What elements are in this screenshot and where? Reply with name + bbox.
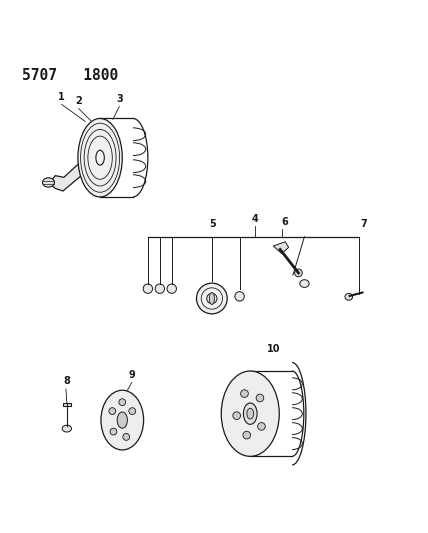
Circle shape	[155, 284, 164, 293]
Ellipse shape	[78, 118, 122, 197]
Circle shape	[167, 284, 176, 293]
Text: 5: 5	[209, 219, 216, 229]
Circle shape	[233, 412, 241, 419]
Polygon shape	[273, 242, 288, 254]
Circle shape	[119, 399, 126, 406]
Circle shape	[243, 431, 250, 439]
Circle shape	[123, 433, 130, 440]
Circle shape	[241, 390, 248, 398]
Ellipse shape	[247, 408, 254, 419]
Circle shape	[235, 292, 244, 301]
Text: 4: 4	[252, 214, 259, 224]
Ellipse shape	[244, 403, 257, 424]
Ellipse shape	[196, 283, 227, 314]
Ellipse shape	[221, 371, 279, 456]
Text: 1: 1	[58, 92, 65, 102]
Ellipse shape	[209, 293, 214, 304]
Text: 2: 2	[75, 96, 82, 106]
Text: 3: 3	[116, 94, 123, 104]
Ellipse shape	[345, 293, 353, 300]
Polygon shape	[52, 150, 93, 191]
Text: 8: 8	[63, 376, 70, 386]
Ellipse shape	[300, 280, 309, 287]
Circle shape	[256, 394, 264, 402]
Polygon shape	[62, 403, 71, 406]
Ellipse shape	[207, 293, 217, 304]
Ellipse shape	[96, 150, 104, 165]
Text: 10: 10	[267, 344, 280, 354]
Text: 5707   1800: 5707 1800	[22, 68, 118, 83]
Ellipse shape	[101, 390, 144, 450]
Circle shape	[258, 423, 265, 430]
Circle shape	[143, 284, 152, 293]
Circle shape	[109, 408, 116, 415]
Text: 6: 6	[281, 217, 288, 227]
Ellipse shape	[42, 178, 54, 187]
Circle shape	[110, 428, 117, 435]
Ellipse shape	[294, 269, 302, 277]
Ellipse shape	[117, 412, 128, 428]
Circle shape	[129, 408, 136, 415]
Text: 7: 7	[360, 219, 367, 229]
Ellipse shape	[62, 425, 71, 432]
Text: 9: 9	[128, 370, 135, 380]
